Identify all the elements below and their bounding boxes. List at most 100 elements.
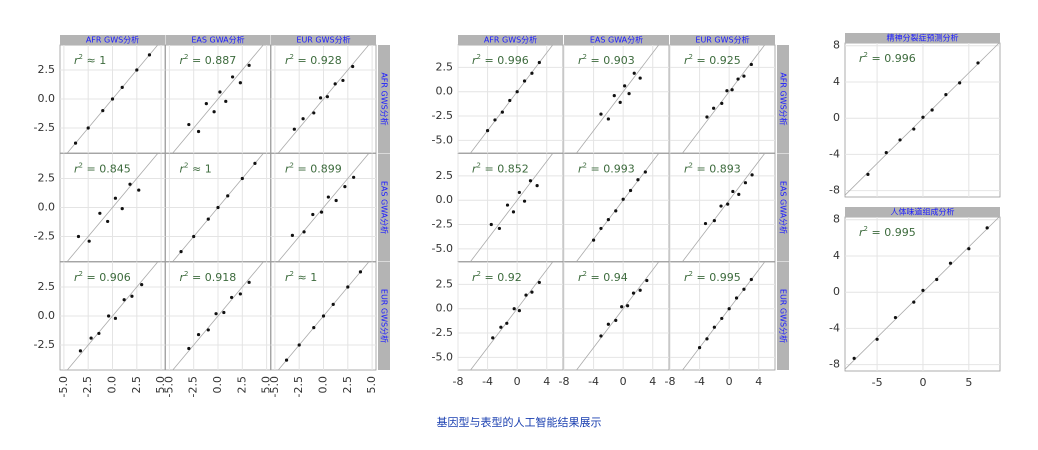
annotation-part: ≈ 1 [83,54,106,67]
row-label: EUR GWS分析 [779,289,789,343]
x-tick-label: 0 [620,375,627,388]
x-tick-label: 4 [649,375,656,388]
annotation-part: r [859,52,865,65]
point [517,309,521,313]
point [130,294,134,298]
point [284,358,289,362]
point [318,96,323,100]
point [321,314,326,318]
point [522,79,527,83]
x-tick-label: -5 [872,376,883,389]
annotation-part: r [684,271,690,284]
r2-annotation: r2 = 0.852 [472,162,529,176]
reference-line [844,216,1000,370]
point [712,106,716,110]
strip [271,35,376,45]
y-tick-label: -5.0 [432,242,453,255]
reference-line [576,44,659,154]
point [606,322,610,326]
point [78,349,83,353]
y-tick-label: -5.0 [432,133,453,146]
point [120,207,124,211]
y-tick-label: 0.0 [38,309,56,322]
annotation-part: 2 [184,53,188,61]
point [352,175,356,179]
x-tick-label: 4 [755,375,762,388]
x-tick-label: 5.0 [154,376,167,394]
point [110,97,115,101]
strip [777,262,789,370]
r2-annotation: r2 = 0.928 [285,53,342,67]
annotation-part: = 0.993 [587,163,635,176]
row-label: EUR GWS分析 [380,289,390,343]
strip [777,153,789,262]
point [705,337,709,341]
column-label: AFR GWS分析 [86,35,139,45]
point [224,99,228,103]
point [214,312,218,316]
point [912,300,916,304]
point [489,222,493,227]
reference-line [470,261,553,371]
r2-annotation: r2 ≈ 1 [180,162,212,176]
point [505,321,509,325]
point [884,151,888,155]
strip [564,35,669,45]
point [137,188,141,192]
annotation-part: r [472,271,478,284]
annotation-part: 2 [79,162,83,170]
strip [845,207,1000,217]
point [712,219,716,223]
point [325,95,329,99]
point [301,117,305,121]
point [530,71,534,75]
point [976,61,980,65]
point [346,285,350,289]
point [135,68,139,72]
point [697,346,702,350]
point [719,204,723,208]
point [643,170,647,174]
annotation-part: r [684,163,690,176]
point [522,199,527,203]
point [113,196,118,200]
point [623,84,627,88]
x-tick-label: -5.0 [162,376,175,397]
x-tick-label: 2.5 [130,376,143,394]
point [485,129,490,133]
y-tick-label: -5.0 [432,350,453,363]
point [222,310,226,315]
annotation-part: ≈ 1 [294,271,317,284]
annotation-part: 2 [290,162,294,170]
point [599,226,603,231]
annotation-part: r [859,226,865,239]
strip [458,35,563,45]
column-label: EAS GWA分析 [590,35,643,45]
point [192,234,196,239]
point [302,230,306,234]
annotation-part: = 0.996 [868,52,916,65]
point [334,198,338,203]
point [515,90,519,94]
y-tick-label: -2.5 [34,121,55,134]
point [537,60,541,65]
point [216,205,220,210]
point [736,77,740,81]
point [500,110,504,114]
r2-annotation: r2 = 0.887 [180,53,237,67]
y-tick-label: 2.5 [38,171,56,184]
point [606,218,610,222]
point [212,110,216,114]
annotation-part: r [180,271,186,284]
point [720,101,724,105]
point [628,188,633,193]
annotation-part: r [285,54,291,67]
point [535,184,539,188]
point [743,181,748,185]
point [230,295,234,300]
point [958,81,962,85]
y-tick-label: 0 [833,285,840,298]
point [206,328,210,332]
annotation-part: 2 [689,162,693,170]
annotation-part: = 0.903 [587,54,635,67]
